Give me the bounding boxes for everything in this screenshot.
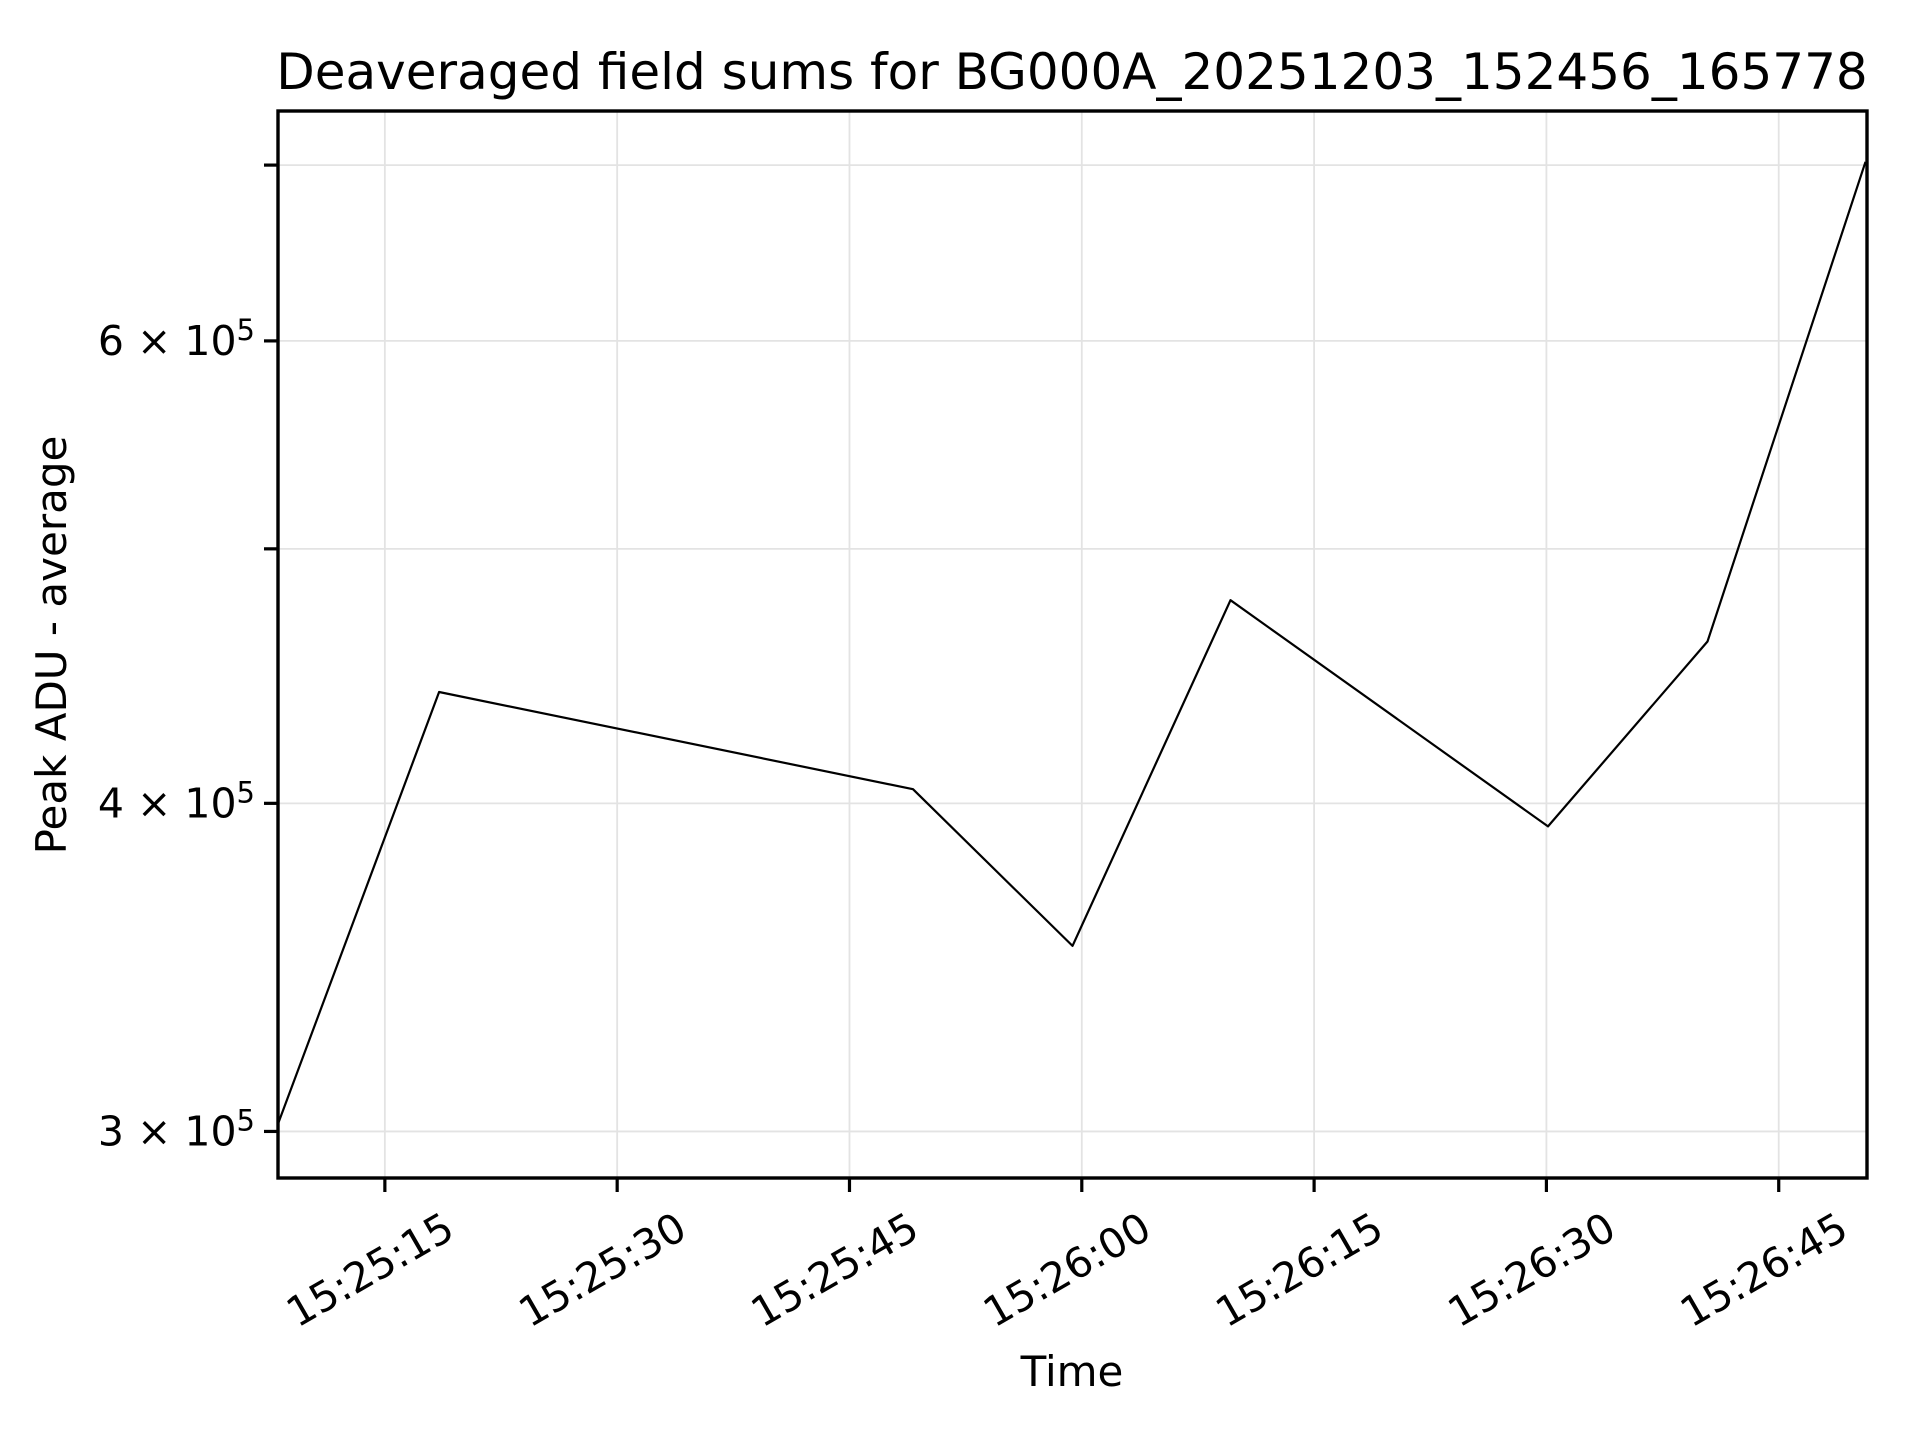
x-tick-label: 15:26:15	[1208, 1203, 1391, 1337]
x-tick-label: 15:26:45	[1672, 1203, 1855, 1337]
x-tick-label: 15:25:45	[743, 1203, 926, 1337]
x-tick-label: 15:25:30	[511, 1203, 694, 1337]
y-tick-label: 4 × 105	[98, 775, 255, 827]
y-axis-label: Peak ADU - average	[27, 436, 76, 855]
y-tick-label: 6 × 105	[98, 313, 255, 365]
data-line	[276, 161, 1867, 1125]
y-tick-label: 3 × 105	[98, 1103, 255, 1155]
axis-ticks	[264, 163, 1781, 1192]
plot-border	[276, 109, 1869, 1180]
data-series	[276, 161, 1867, 1125]
x-tick-label: 15:25:15	[278, 1203, 461, 1337]
x-tick-label: 15:26:30	[1440, 1203, 1623, 1337]
tick-labels: 15:25:15 15:25:30 15:25:45 15:26:00 15:26:15…	[98, 313, 1856, 1337]
chart-title: Deaveraged field sums for BG000A_2025120…	[276, 43, 1867, 101]
x-tick-label: 15:26:00	[975, 1203, 1158, 1337]
gridlines	[278, 111, 1867, 1178]
x-axis-label: Time	[1020, 1347, 1124, 1396]
